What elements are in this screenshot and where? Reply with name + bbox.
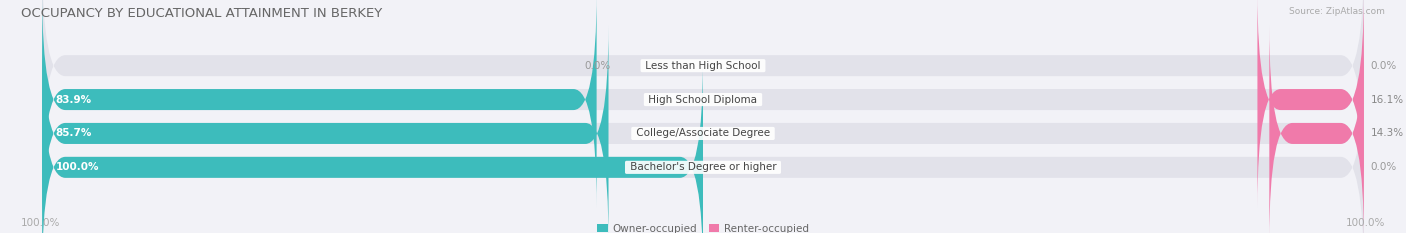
FancyBboxPatch shape	[42, 25, 1364, 233]
FancyBboxPatch shape	[42, 0, 596, 208]
FancyBboxPatch shape	[42, 0, 1364, 174]
Text: 100.0%: 100.0%	[21, 218, 60, 228]
Text: 14.3%: 14.3%	[1371, 128, 1403, 138]
FancyBboxPatch shape	[42, 59, 703, 233]
Text: 85.7%: 85.7%	[55, 128, 91, 138]
Text: 0.0%: 0.0%	[1371, 61, 1396, 71]
Text: 0.0%: 0.0%	[1371, 162, 1396, 172]
Text: 100.0%: 100.0%	[55, 162, 98, 172]
Text: 100.0%: 100.0%	[1346, 218, 1385, 228]
FancyBboxPatch shape	[42, 0, 1364, 208]
FancyBboxPatch shape	[1257, 0, 1364, 208]
FancyBboxPatch shape	[42, 59, 1364, 233]
Text: 83.9%: 83.9%	[55, 95, 91, 105]
Text: College/Associate Degree: College/Associate Degree	[633, 128, 773, 138]
Text: OCCUPANCY BY EDUCATIONAL ATTAINMENT IN BERKEY: OCCUPANCY BY EDUCATIONAL ATTAINMENT IN B…	[21, 7, 382, 20]
Text: 0.0%: 0.0%	[585, 61, 610, 71]
Text: Less than High School: Less than High School	[643, 61, 763, 71]
FancyBboxPatch shape	[42, 25, 609, 233]
Legend: Owner-occupied, Renter-occupied: Owner-occupied, Renter-occupied	[598, 224, 808, 233]
FancyBboxPatch shape	[1270, 25, 1364, 233]
Text: Bachelor's Degree or higher: Bachelor's Degree or higher	[627, 162, 779, 172]
Text: Source: ZipAtlas.com: Source: ZipAtlas.com	[1289, 7, 1385, 16]
Text: 16.1%: 16.1%	[1371, 95, 1403, 105]
Text: High School Diploma: High School Diploma	[645, 95, 761, 105]
